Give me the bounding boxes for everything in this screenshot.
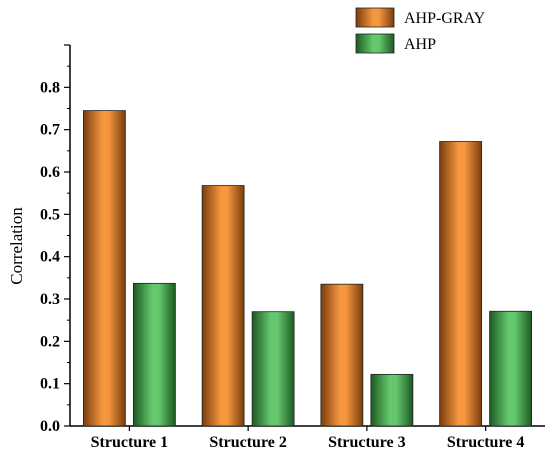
y-tick-label: 0.7 <box>40 122 60 139</box>
legend-label: AHP <box>404 36 436 53</box>
bar-ahp-1 <box>132 282 176 427</box>
x-tick-label: Structure 2 <box>209 434 286 451</box>
bar-ahp-4 <box>489 310 533 427</box>
y-tick-label: 0.2 <box>40 333 60 350</box>
x-tick-label: Structure 3 <box>328 434 405 451</box>
y-tick-label: 0.0 <box>40 418 60 435</box>
y-tick-label: 0.6 <box>40 164 60 181</box>
y-tick-label: 0.5 <box>40 206 60 223</box>
legend: AHP-GRAY AHP <box>355 7 486 54</box>
y-tick-label: 0.1 <box>40 376 60 393</box>
bar-ahp-gray-1 <box>82 110 126 427</box>
y-axis-title: Correlation <box>7 207 26 285</box>
bar-ahp-3 <box>370 373 414 427</box>
y-tick-label: 0.3 <box>40 291 60 308</box>
legend-swatch-ahp-gray <box>355 7 395 28</box>
y-tick-label: 0.8 <box>40 79 60 96</box>
bar-ahp-gray-2 <box>201 185 245 427</box>
legend-swatch-ahp <box>355 33 395 54</box>
bar-ahp-2 <box>251 311 295 427</box>
legend-label: AHP-GRAY <box>404 10 486 27</box>
x-tick-label: Structure 4 <box>447 434 524 451</box>
x-tick-label: Structure 1 <box>91 434 168 451</box>
bar-ahp-gray-4 <box>439 141 483 427</box>
plot-area: 0.0 0.1 0.2 0.3 0.4 0.5 0.6 0.7 0.8 Structure 1 St… <box>40 44 545 451</box>
bar-ahp-gray-3 <box>320 283 364 427</box>
y-tick-label: 0.4 <box>40 249 60 266</box>
